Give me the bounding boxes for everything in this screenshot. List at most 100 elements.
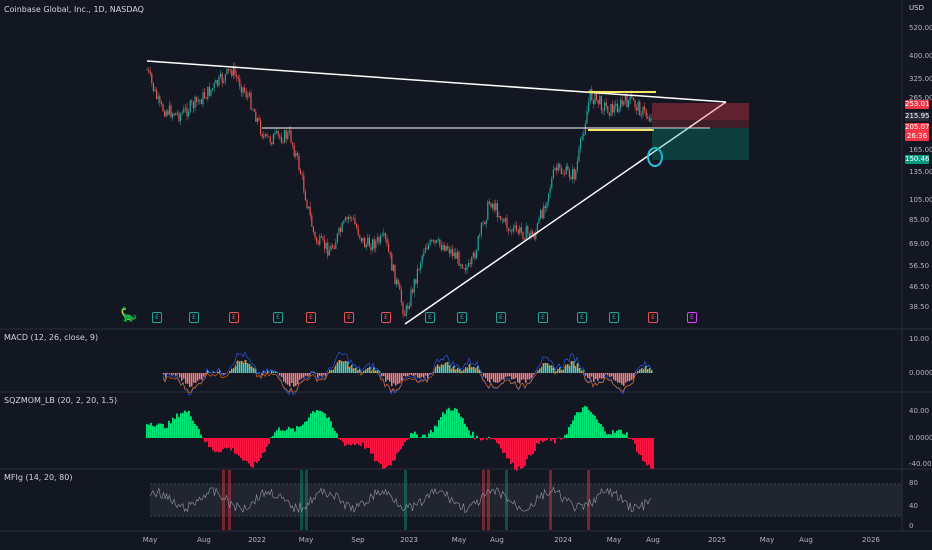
- macd-bar: [523, 373, 525, 380]
- squeeze-bar: [468, 430, 470, 438]
- macd-bar: [295, 373, 297, 387]
- squeeze-bar: [474, 438, 476, 440]
- macd-bar: [245, 359, 247, 373]
- squeeze-bar: [614, 432, 616, 438]
- earnings-event-icon[interactable]: E: [189, 312, 199, 323]
- squeeze-bar: [532, 438, 534, 455]
- candle-body: [562, 173, 564, 175]
- candle-body: [544, 206, 546, 209]
- currency-button[interactable]: USD: [909, 4, 924, 12]
- squeeze-bar: [536, 438, 538, 444]
- candle-body: [208, 86, 210, 96]
- macd-bar: [459, 368, 461, 373]
- sqzmom-axis-label: -40.00: [909, 460, 932, 468]
- macd-bar: [513, 373, 515, 380]
- price-axis-label: 265.00: [909, 94, 932, 102]
- squeeze-bar: [274, 432, 276, 438]
- macd-bar: [279, 373, 281, 376]
- sqzmom-title[interactable]: SQZMOM_LB (20, 2, 20, 1.5): [4, 396, 118, 405]
- candle-body: [570, 176, 572, 180]
- candle-body: [468, 262, 470, 267]
- earnings-event-icon[interactable]: E: [496, 312, 506, 323]
- sqzmom-axis-label: 40.00: [909, 407, 930, 415]
- candle-body: [498, 215, 500, 218]
- entry-zone-upper: [652, 120, 749, 128]
- candle-body: [260, 120, 262, 134]
- candle-body: [588, 101, 590, 112]
- price-axis-label: 38.50: [909, 303, 930, 311]
- earnings-event-icon[interactable]: E: [344, 312, 354, 323]
- macd-title[interactable]: MACD (12, 26, close, 9): [4, 333, 99, 342]
- squeeze-bar: [318, 410, 320, 438]
- macd-bar: [449, 365, 451, 373]
- squeeze-bar: [370, 438, 372, 454]
- candle-body: [223, 80, 225, 83]
- squeeze-bar: [646, 438, 648, 466]
- time-axis-label: 2023: [400, 536, 418, 544]
- squeeze-bar: [336, 433, 338, 438]
- candle-body: [365, 244, 367, 248]
- macd-lines: [162, 351, 652, 396]
- squeeze-bar: [176, 413, 178, 438]
- macd-bar: [473, 366, 475, 373]
- candle-body: [269, 136, 271, 143]
- squeeze-bar: [288, 426, 290, 438]
- candle-body: [362, 237, 364, 242]
- candle-body: [239, 79, 241, 88]
- candle-body: [608, 113, 610, 116]
- earnings-event-icon[interactable]: E: [577, 312, 587, 323]
- squeeze-bar: [310, 413, 312, 438]
- mfi-axis-label: 0: [909, 522, 914, 530]
- candle-body: [493, 204, 495, 210]
- squeeze-bar: [266, 438, 268, 447]
- candle-body: [480, 223, 482, 235]
- earnings-event-icon[interactable]: E: [152, 312, 162, 323]
- squeeze-bar: [148, 424, 150, 438]
- squeeze-bar: [388, 438, 390, 466]
- macd-bar: [283, 373, 285, 382]
- earnings-event-icon[interactable]: E: [381, 312, 391, 323]
- upper-trendline: [146, 60, 727, 103]
- earnings-event-icon[interactable]: E: [609, 312, 619, 323]
- macd-bar: [357, 370, 359, 373]
- squeeze-bar: [524, 438, 526, 467]
- earnings-event-icon[interactable]: E: [273, 312, 283, 323]
- candle-body: [293, 145, 295, 157]
- squeeze-bar: [348, 438, 350, 445]
- candle-body: [167, 110, 169, 115]
- squeeze-bar: [326, 417, 328, 438]
- earnings-event-icon[interactable]: E: [457, 312, 467, 323]
- squeeze-bar: [228, 438, 230, 448]
- candle-body: [220, 73, 222, 77]
- macd-bar: [541, 366, 543, 373]
- earnings-event-icon[interactable]: E: [538, 312, 548, 323]
- candle-body: [512, 227, 514, 232]
- squeeze-bar: [350, 438, 352, 446]
- squeeze-bar: [538, 438, 540, 444]
- macd-bar: [383, 373, 385, 377]
- mfi-highlight: [587, 470, 590, 530]
- candle-body: [300, 169, 302, 175]
- earnings-event-icon[interactable]: E: [306, 312, 316, 323]
- earnings-event-icon[interactable]: E: [229, 312, 239, 323]
- drawings[interactable]: [146, 60, 749, 325]
- earnings-event-icon[interactable]: E: [648, 312, 658, 323]
- squeeze-bar: [324, 413, 326, 438]
- macd-bar: [409, 373, 411, 375]
- macd-bar: [291, 373, 293, 383]
- candle-body: [442, 245, 444, 250]
- squeeze-bar: [526, 438, 528, 460]
- candle-body: [565, 166, 567, 175]
- candle-body: [309, 206, 311, 216]
- squeeze-bar: [422, 434, 424, 438]
- candle-body: [328, 250, 330, 256]
- candle-body: [228, 68, 230, 71]
- mfi-title[interactable]: MFIg (14, 20, 80): [4, 473, 73, 482]
- candle-body: [324, 239, 326, 249]
- squeeze-bar: [436, 426, 438, 438]
- candle-body: [191, 100, 193, 103]
- earnings-event-icon[interactable]: E: [687, 312, 697, 323]
- squeeze-bar: [290, 428, 292, 438]
- earnings-event-icon[interactable]: E: [425, 312, 435, 323]
